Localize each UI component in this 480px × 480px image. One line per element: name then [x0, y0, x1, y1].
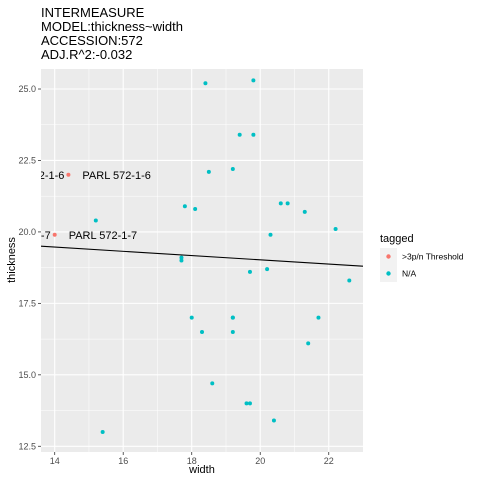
threshold-point [66, 172, 71, 177]
y-tick-label: 22.5 [18, 155, 36, 165]
point-annotation-clipped-label: -7 [41, 230, 51, 242]
na-point [285, 201, 290, 206]
na-point [230, 167, 235, 172]
fit-line [41, 245, 363, 267]
na-point [333, 227, 338, 232]
x-tick-label: 20 [255, 456, 265, 466]
y-tick-label: 25.0 [18, 84, 36, 94]
x-tick-label: 14 [50, 456, 60, 466]
na-point [203, 81, 208, 86]
na-point [247, 401, 252, 406]
y-tick-label: 20.0 [18, 227, 36, 237]
na-point [230, 329, 235, 334]
y-tick-label: 12.5 [18, 441, 36, 451]
legend-item-threshold: >3p/n Threshold [380, 248, 464, 265]
x-tick-label: 22 [324, 456, 334, 466]
na-point [179, 255, 184, 260]
na-point [251, 78, 256, 83]
na-point [247, 269, 252, 274]
na-point [206, 169, 211, 174]
na-point [347, 278, 352, 283]
legend-title: tagged [380, 233, 414, 245]
point-annotation-clipped-label: 2-1-6 [39, 170, 65, 182]
x-axis-title: width [188, 464, 215, 476]
na-point [210, 381, 215, 386]
na-point [316, 315, 321, 320]
y-axis-ticks: 12.5 15.0 17.5 20.0 22.5 25.0 [18, 84, 41, 451]
legend-label-threshold: >3p/n Threshold [402, 252, 464, 262]
y-tick-label: 15.0 [18, 370, 36, 380]
na-point [230, 315, 235, 320]
legend-swatch-na [386, 271, 391, 276]
na-point [179, 258, 184, 263]
legend: tagged >3p/n Threshold N/A [380, 233, 464, 282]
y-axis-title: thickness [6, 237, 18, 283]
na-point [302, 209, 307, 214]
na-point [271, 418, 276, 423]
na-point [100, 429, 105, 434]
data-layer: PARL 572-1-6 2-1-6 PARL 572-1-7 -7 [39, 78, 363, 434]
na-point [193, 207, 198, 212]
title-line-1: INTERMEASURE [41, 5, 145, 20]
na-point [265, 267, 270, 272]
y-tick-label: 17.5 [18, 298, 36, 308]
x-tick-label: 18 [187, 456, 197, 466]
na-point [251, 132, 256, 137]
grid-lines [41, 69, 363, 452]
na-point [189, 315, 194, 320]
na-point [244, 401, 249, 406]
na-point [268, 232, 273, 237]
legend-label-na: N/A [402, 269, 417, 279]
chart-title: INTERMEASURE MODEL:thickness~width ACCES… [41, 5, 183, 62]
title-line-4: ADJ.R^2:-0.032 [41, 47, 132, 62]
x-tick-label: 16 [118, 456, 128, 466]
x-axis-ticks: 14 16 18 20 22 [50, 452, 334, 466]
na-point [93, 218, 98, 223]
legend-item-na: N/A [380, 265, 417, 282]
title-line-3: ACCESSION:572 [41, 33, 143, 48]
na-point [182, 204, 187, 209]
point-annotation-label: PARL 572-1-7 [69, 230, 137, 242]
plot-panel [41, 69, 363, 452]
na-point [200, 329, 204, 334]
legend-swatch-threshold [386, 254, 391, 259]
na-point [306, 341, 311, 346]
na-point [237, 132, 242, 137]
threshold-point [52, 232, 57, 237]
na-point [278, 201, 283, 206]
title-line-2: MODEL:thickness~width [41, 19, 183, 34]
point-annotation-label: PARL 572-1-6 [82, 170, 150, 182]
